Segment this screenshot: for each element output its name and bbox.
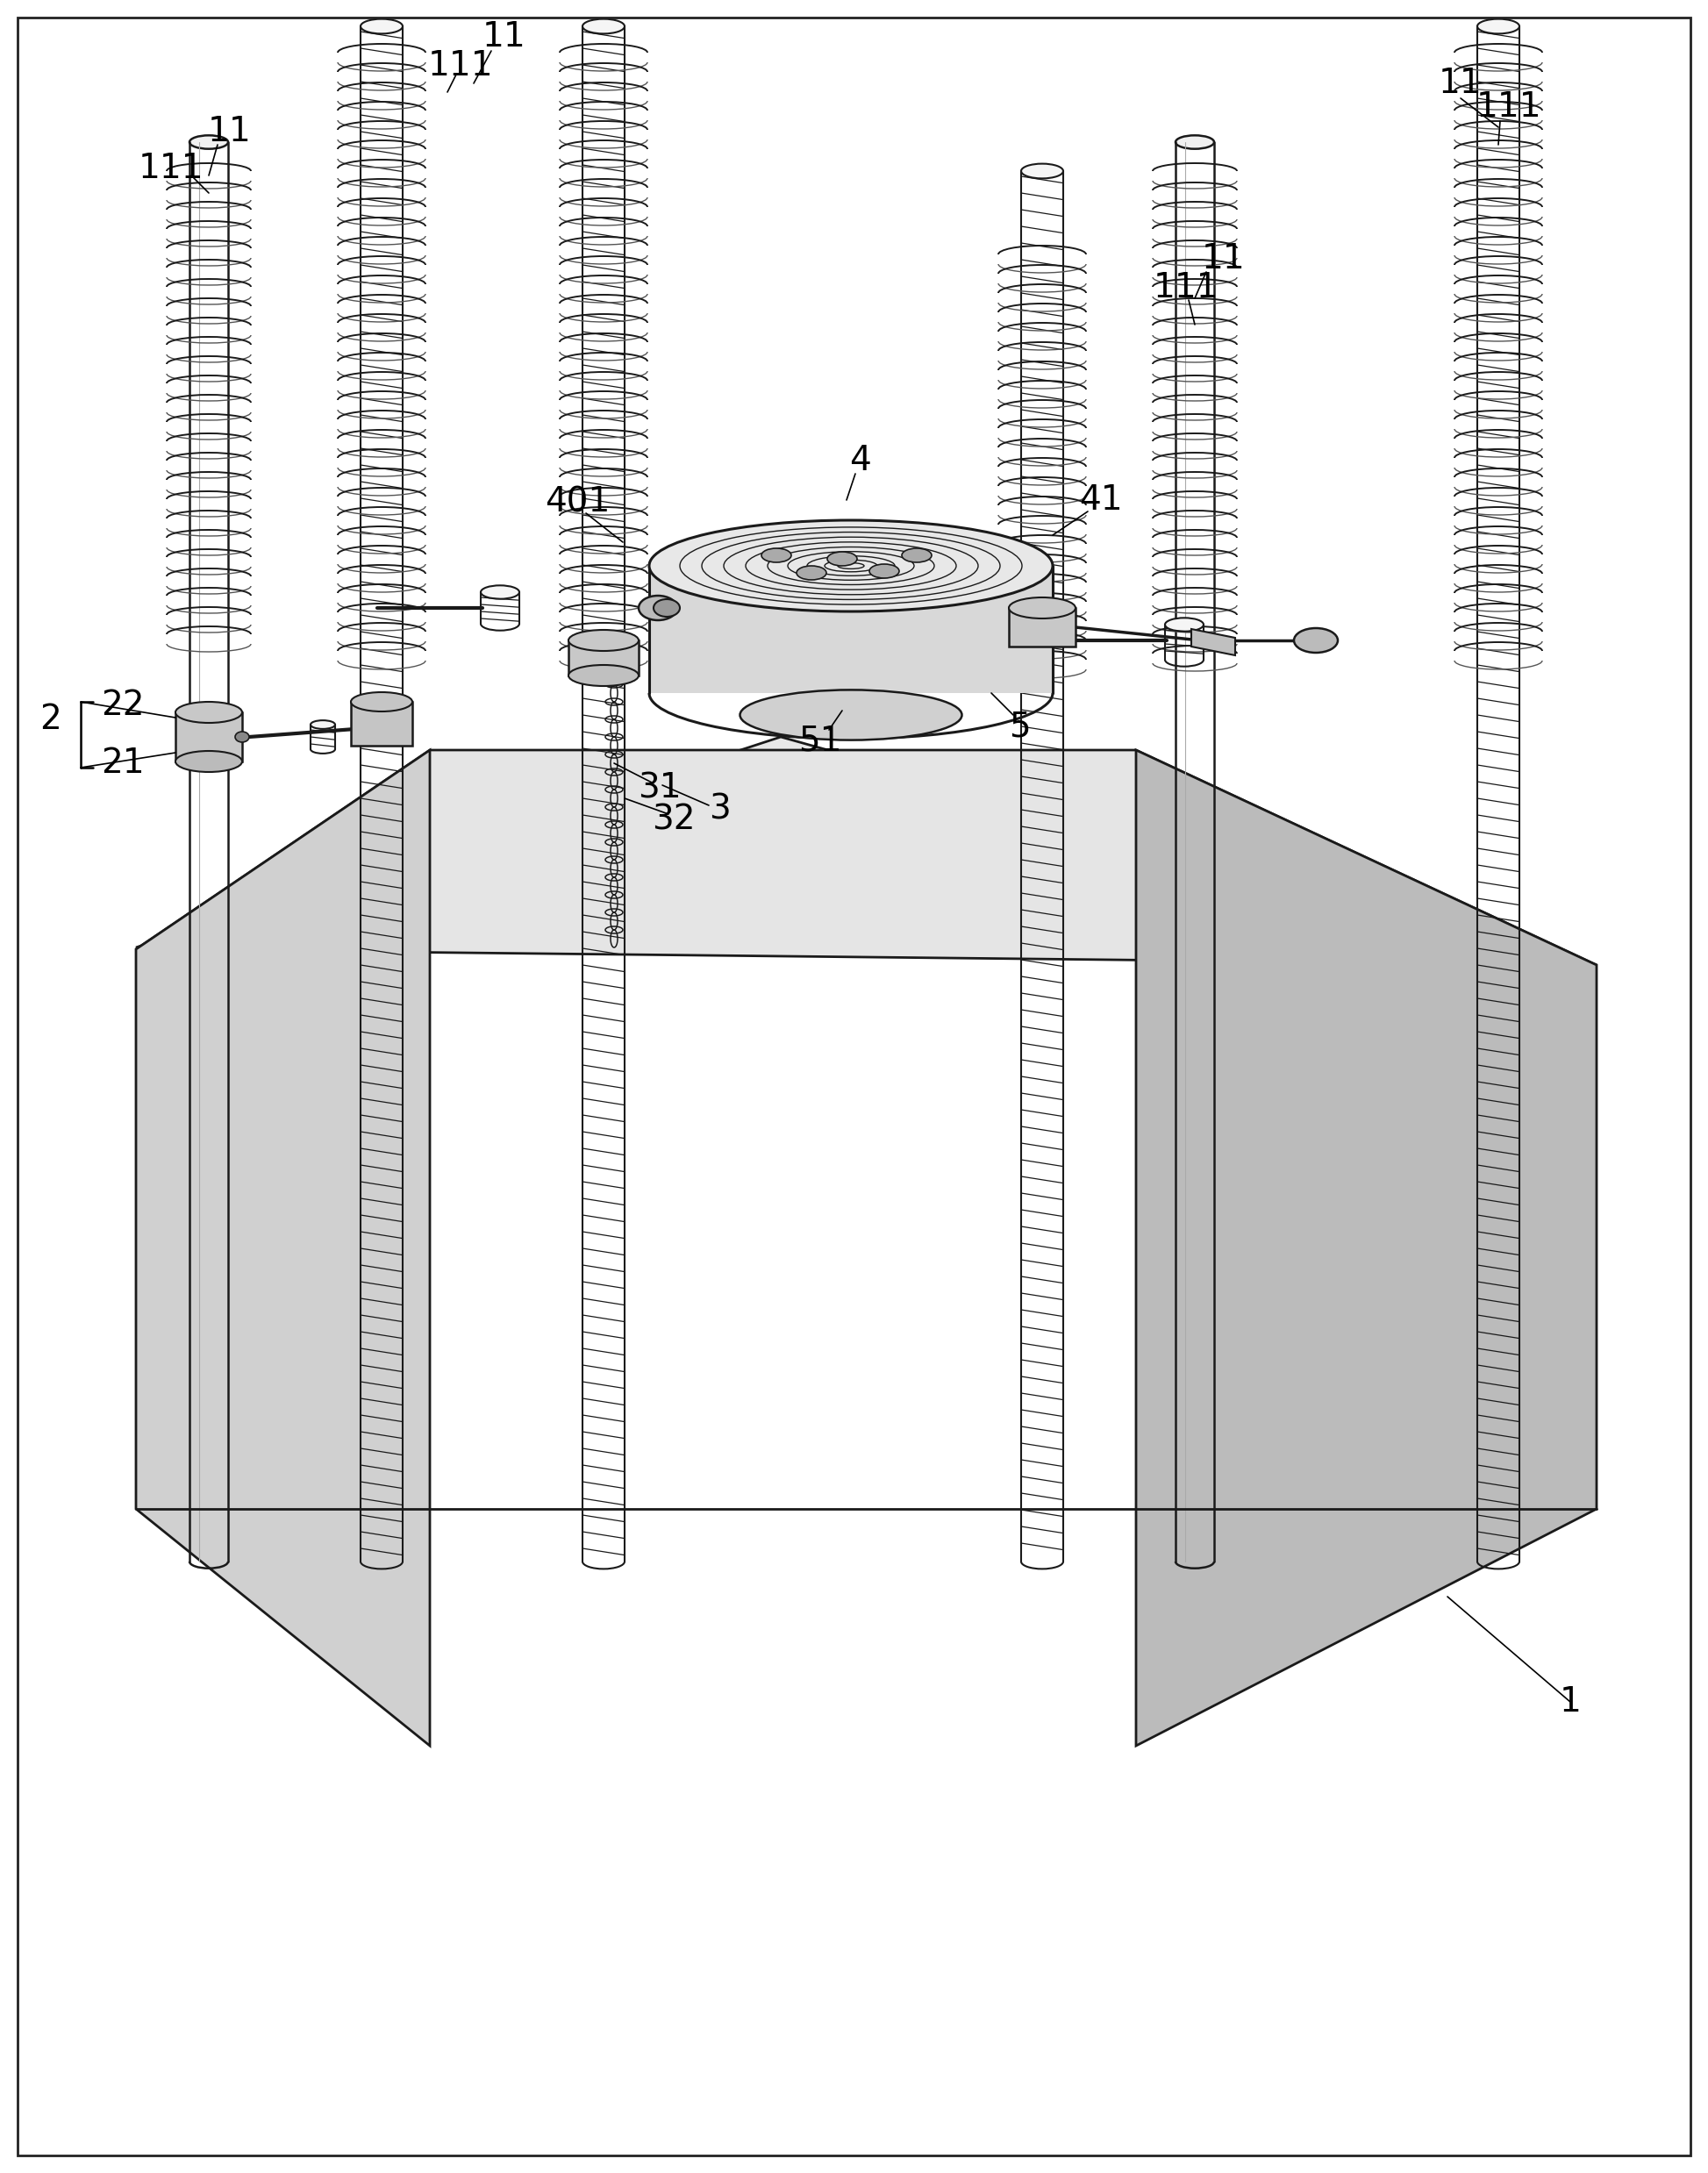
Text: 1: 1 <box>1559 1686 1582 1719</box>
Text: 4: 4 <box>849 443 871 478</box>
Ellipse shape <box>350 693 412 711</box>
Polygon shape <box>350 702 412 745</box>
Polygon shape <box>137 750 1597 965</box>
Text: 5: 5 <box>1008 711 1030 743</box>
Ellipse shape <box>902 548 931 563</box>
Polygon shape <box>1009 608 1076 648</box>
Ellipse shape <box>176 752 243 771</box>
Ellipse shape <box>569 630 639 652</box>
Ellipse shape <box>360 20 403 35</box>
Ellipse shape <box>639 595 678 619</box>
Ellipse shape <box>190 135 229 150</box>
Text: 11: 11 <box>1438 67 1483 100</box>
Ellipse shape <box>236 732 249 743</box>
Polygon shape <box>137 750 430 1745</box>
Text: 31: 31 <box>637 771 681 804</box>
Text: 11: 11 <box>208 115 251 148</box>
Polygon shape <box>176 713 243 761</box>
Ellipse shape <box>582 20 625 35</box>
Text: 2: 2 <box>39 702 61 737</box>
Ellipse shape <box>654 600 680 617</box>
Text: 111: 111 <box>138 152 203 185</box>
Ellipse shape <box>569 665 639 687</box>
Ellipse shape <box>480 585 519 600</box>
Text: 32: 32 <box>652 804 695 837</box>
Ellipse shape <box>1009 598 1076 619</box>
Text: 111: 111 <box>1153 272 1220 304</box>
Ellipse shape <box>740 689 962 741</box>
Ellipse shape <box>1175 135 1214 150</box>
Ellipse shape <box>1477 20 1520 35</box>
Ellipse shape <box>762 548 791 563</box>
Ellipse shape <box>827 552 857 565</box>
Text: 401: 401 <box>545 485 610 519</box>
Polygon shape <box>1136 750 1597 1745</box>
Ellipse shape <box>311 719 335 728</box>
Text: 41: 41 <box>1079 482 1122 517</box>
Text: 22: 22 <box>101 689 143 721</box>
Text: 51: 51 <box>799 724 842 758</box>
Polygon shape <box>1190 628 1235 656</box>
Polygon shape <box>137 737 1597 965</box>
Text: 111: 111 <box>1476 91 1542 124</box>
Ellipse shape <box>1021 163 1062 178</box>
Text: 11: 11 <box>1202 241 1245 276</box>
Text: 111: 111 <box>427 50 494 83</box>
Polygon shape <box>569 641 639 676</box>
Text: 3: 3 <box>709 793 731 826</box>
Text: 11: 11 <box>483 20 526 54</box>
Polygon shape <box>649 565 1052 693</box>
Ellipse shape <box>1295 628 1337 652</box>
Ellipse shape <box>649 519 1052 611</box>
Ellipse shape <box>1165 617 1204 632</box>
Text: 21: 21 <box>101 748 145 780</box>
Ellipse shape <box>869 565 898 578</box>
Ellipse shape <box>176 702 243 724</box>
Ellipse shape <box>796 565 827 580</box>
